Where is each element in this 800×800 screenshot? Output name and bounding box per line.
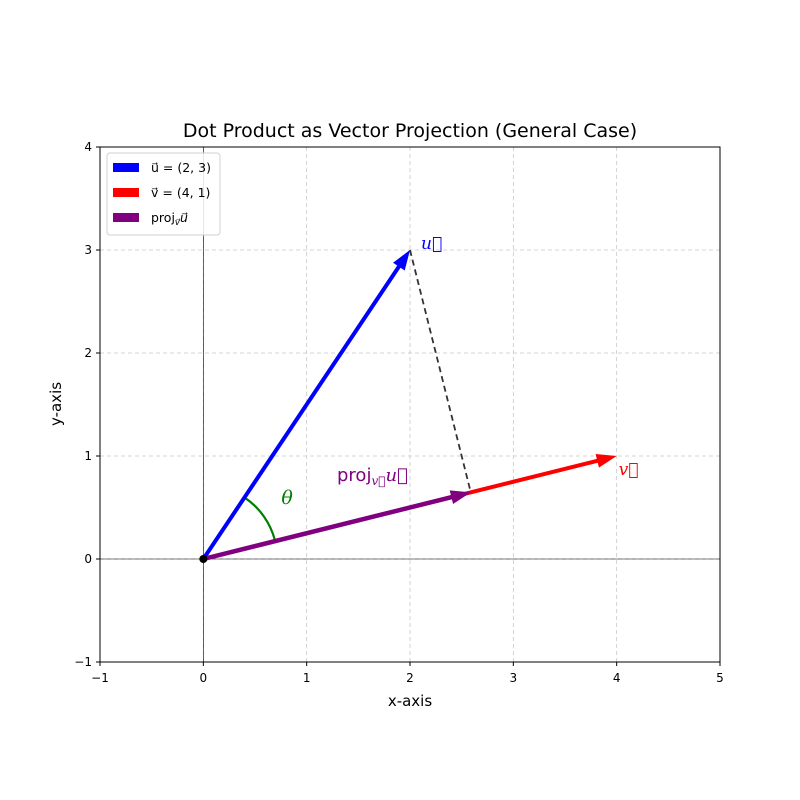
projection-arrow (202, 490, 471, 562)
legend-swatch-proj (113, 213, 139, 222)
x-tick-label: 1 (303, 671, 311, 685)
y-tick-label: 4 (84, 140, 92, 154)
legend-label-u: u⃗ = (2, 3) (151, 160, 211, 175)
legend: u⃗ = (2, 3) v⃗ = (4, 1) projv⃗u⃗ (106, 152, 221, 236)
legend-swatch-v (113, 188, 139, 197)
axes: −1 0 1 2 3 4 5 −1 0 1 2 3 4 (74, 140, 724, 685)
projection-label: projv⃗u⃗ (337, 465, 408, 488)
chart-marks: u⃗ v⃗ θ projv⃗u⃗ (199, 234, 638, 563)
legend-label-proj: projv⃗u⃗ (151, 210, 188, 228)
y-tick-label: 2 (84, 346, 92, 360)
x-tick-label: 4 (613, 671, 621, 685)
y-tick-label: 0 (84, 552, 92, 566)
legend-label-v: v⃗ = (4, 1) (151, 185, 210, 200)
x-tick-label: 0 (200, 671, 208, 685)
vector-v-label: v⃗ (619, 460, 639, 480)
y-tick-label: 3 (84, 243, 92, 257)
x-tick-label: −1 (91, 671, 109, 685)
y-axis-label: y-axis (47, 382, 65, 426)
y-tick-label: −1 (74, 655, 92, 669)
y-tick-label: 1 (84, 449, 92, 463)
angle-arc (243, 496, 277, 542)
projection-dashed-line (409, 249, 472, 493)
chart-title: Dot Product as Vector Projection (Genera… (183, 120, 637, 142)
x-tick-label: 5 (716, 671, 724, 685)
x-tick-label: 3 (510, 671, 518, 685)
vector-u-arrow (201, 250, 410, 561)
legend-swatch-u (113, 163, 139, 172)
origin-point (199, 555, 208, 563)
angle-label: θ (281, 487, 293, 509)
vector-u-label: u⃗ (421, 234, 442, 254)
x-tick-label: 2 (406, 671, 414, 685)
x-axis-label: x-axis (388, 692, 433, 710)
